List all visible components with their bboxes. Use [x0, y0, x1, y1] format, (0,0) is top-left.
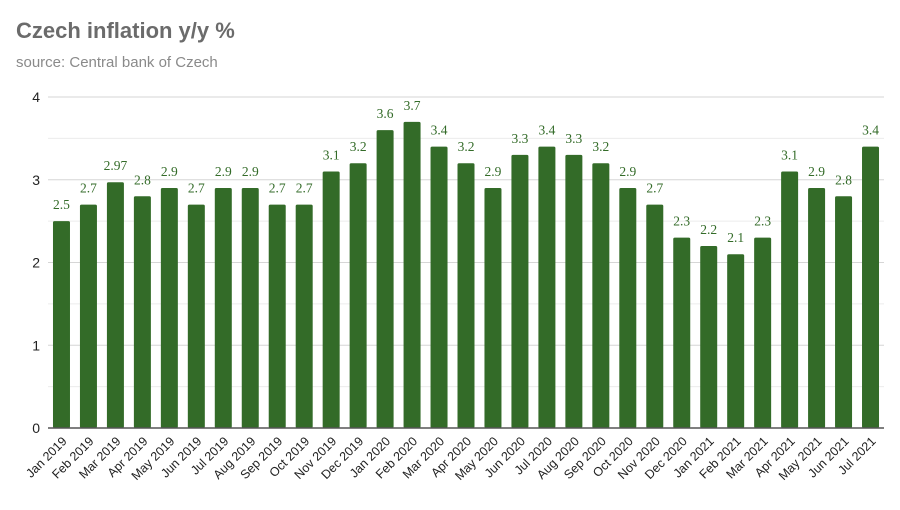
y-tick-label: 0: [32, 420, 40, 436]
bar: [268, 204, 286, 428]
bar: [538, 146, 556, 428]
bar: [700, 245, 718, 428]
bar-value-label: 3.6: [377, 106, 394, 121]
bar-value-label: 3.1: [323, 147, 340, 162]
bar-value-label: 3.2: [350, 139, 367, 154]
bar-value-label: 3.3: [511, 131, 528, 146]
bar: [457, 163, 475, 428]
bar: [808, 188, 826, 428]
bar: [241, 188, 259, 428]
bar: [349, 163, 367, 428]
y-tick-label: 4: [32, 89, 40, 105]
bar-value-label: 2.7: [269, 181, 286, 196]
bar: [430, 146, 448, 428]
bar: [106, 182, 124, 428]
bar-value-label: 2.8: [835, 172, 852, 187]
bar-value-label: 2.9: [215, 164, 232, 179]
bar: [619, 188, 637, 428]
bar: [295, 204, 313, 428]
bar: [646, 204, 664, 428]
bar-value-label: 3.4: [431, 123, 448, 138]
bar: [322, 171, 340, 428]
chart-subtitle: source: Central bank of Czech: [16, 54, 218, 71]
data-labels: 2.5 2.7 2.97 2.8 2.9 2.7 2.9 2.9 2.7 2.7 3.1 3.2 3.6…: [53, 98, 879, 245]
bar: [133, 196, 151, 428]
bar-value-label: 3.2: [458, 139, 475, 154]
bar: [160, 188, 178, 428]
bar: [592, 163, 610, 428]
bar-value-label: 3.4: [862, 123, 879, 138]
bar: [376, 130, 394, 428]
bar-value-label: 3.2: [592, 139, 609, 154]
bar: [727, 254, 745, 428]
bar-value-label: 3.3: [565, 131, 582, 146]
y-axis: 0 1 2 3 4: [32, 89, 40, 436]
bar: [511, 154, 529, 429]
bar-value-label: 2.3: [754, 214, 771, 229]
y-tick-label: 3: [32, 172, 40, 188]
bar: [835, 196, 853, 428]
bar-value-label: 2.97: [104, 158, 128, 173]
bar: [52, 221, 70, 428]
bar-value-label: 2.1: [727, 230, 744, 245]
y-tick-label: 2: [32, 255, 40, 271]
y-tick-label: 1: [32, 337, 40, 353]
bar-value-label: 2.7: [646, 181, 663, 196]
bar-value-label: 2.9: [161, 164, 178, 179]
bar-value-label: 2.7: [188, 181, 205, 196]
bar: [754, 237, 772, 428]
bar-value-label: 2.7: [80, 181, 97, 196]
chart-title: Czech inflation y/y %: [16, 18, 235, 43]
bar: [187, 204, 205, 428]
bar-value-label: 2.3: [673, 214, 690, 229]
bar-value-label: 2.9: [619, 164, 636, 179]
bar-value-label: 3.1: [781, 147, 798, 162]
bar-value-label: 2.9: [808, 164, 825, 179]
bar-value-label: 2.8: [134, 172, 151, 187]
bar: [781, 171, 799, 428]
bar-value-label: 3.4: [538, 123, 555, 138]
bar-value-label: 2.2: [700, 222, 717, 237]
bar-value-label: 2.9: [485, 164, 502, 179]
bar-value-label: 2.7: [296, 181, 313, 196]
bar: [673, 237, 691, 428]
bar: [403, 121, 421, 428]
bar-value-label: 3.7: [404, 98, 421, 113]
bar: [214, 188, 232, 428]
bar-value-label: 2.5: [53, 197, 70, 212]
bar-value-label: 2.9: [242, 164, 259, 179]
bar: [565, 154, 583, 429]
bar: [79, 204, 97, 428]
bar: [484, 188, 502, 428]
bar: [862, 146, 880, 428]
bars: [52, 121, 880, 429]
